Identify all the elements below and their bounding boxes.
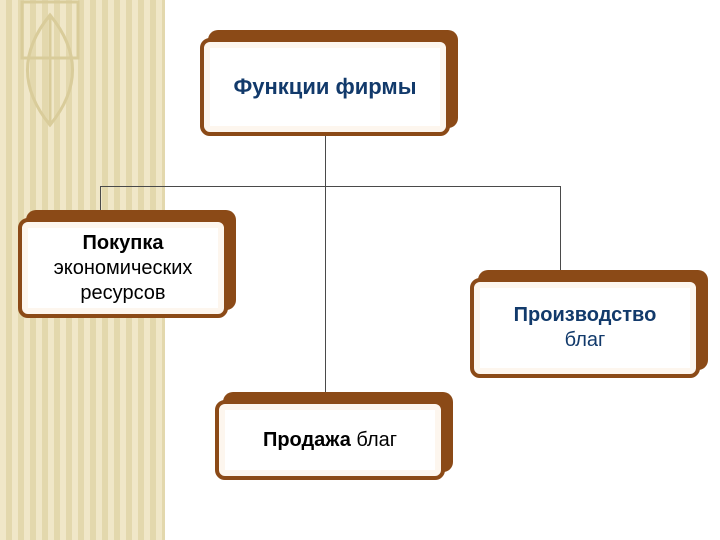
node-right: Производствоблаг	[470, 278, 700, 378]
node-left-face: Покупкаэкономическихресурсов	[18, 218, 228, 318]
node-root-text: Функции фирмы	[234, 73, 417, 101]
node-right-text: Производствоблаг	[514, 303, 657, 353]
node-bottom: Продажа благ	[215, 400, 445, 480]
node-root: Функции фирмы	[200, 38, 450, 136]
node-right-face: Производствоблаг	[470, 278, 700, 378]
node-left-text: Покупкаэкономическихресурсов	[54, 231, 193, 306]
node-left: Покупкаэкономическихресурсов	[18, 218, 228, 318]
corner-motif	[0, 0, 165, 160]
node-bottom-text: Продажа благ	[263, 428, 397, 453]
diagram-stage: Функции фирмы Покупкаэкономическихресурс…	[0, 0, 720, 540]
node-root-face: Функции фирмы	[200, 38, 450, 136]
node-bottom-face: Продажа благ	[215, 400, 445, 480]
